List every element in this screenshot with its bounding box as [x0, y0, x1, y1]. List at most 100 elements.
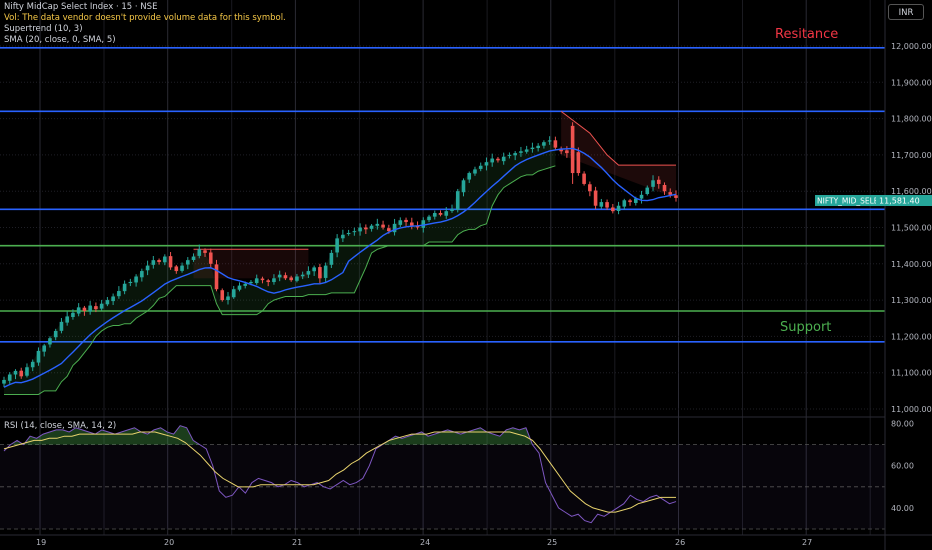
candle-body — [415, 225, 420, 228]
candle-body — [312, 267, 316, 272]
candle-body — [25, 367, 29, 376]
candle-body — [524, 149, 529, 152]
candle-body — [582, 173, 586, 184]
candle-body — [559, 148, 563, 152]
price-tag-symbol-box — [815, 195, 876, 206]
price-tag-value-box — [876, 195, 932, 206]
candle-body — [203, 250, 207, 253]
price-tag-value: 11,581.40 — [879, 197, 920, 206]
price-tick-label: 11,100.00 — [891, 369, 932, 378]
candle-body — [381, 224, 385, 228]
candle-body — [237, 285, 242, 290]
candle-body — [295, 276, 299, 281]
candle-body — [656, 179, 661, 184]
candle-body — [392, 223, 397, 233]
time-tick-label: 21 — [292, 538, 302, 547]
candle-body — [19, 370, 24, 377]
sma-line — [3, 147, 677, 388]
candle-body — [111, 296, 115, 302]
candle-body — [358, 227, 362, 232]
time-axis[interactable]: 19 20 21 24 25 26 27 — [0, 534, 932, 547]
candle-body — [576, 152, 581, 174]
candle-body — [674, 195, 678, 198]
rsi-overbought-fill — [4, 425, 676, 445]
candle-body — [329, 252, 334, 265]
candle-body — [530, 147, 535, 149]
candle-body — [341, 234, 345, 239]
annotation-resistance: Resitance — [775, 27, 838, 42]
candle-body — [461, 180, 466, 193]
candle-body — [507, 154, 512, 156]
candle-body — [76, 307, 81, 314]
candle-body — [565, 150, 569, 154]
candle-body — [2, 379, 6, 384]
supertrend-legend[interactable]: Supertrend (10, 3) — [4, 24, 83, 34]
candle-body — [651, 180, 655, 187]
candle-body — [117, 291, 121, 297]
candle-body — [455, 191, 460, 210]
price-axis[interactable]: 11,000.00 11,100.00 11,200.00 11,300.00 11,4… — [884, 0, 932, 550]
time-tick-label: 19 — [36, 538, 46, 547]
candle-body — [542, 142, 546, 146]
annotation-support: Support — [780, 320, 831, 335]
candle-body — [105, 300, 110, 305]
candle-body — [622, 200, 627, 207]
candle-body — [157, 260, 161, 262]
candle-body — [191, 256, 196, 260]
candle-body — [260, 278, 265, 281]
candle-body — [628, 200, 632, 203]
price-tag-symbol: NIFTY_MID_SELECT — [817, 197, 889, 206]
price-tick-label: 11,600.00 — [891, 187, 932, 196]
candle-body — [277, 274, 282, 278]
vertical-grid — [39, 0, 871, 535]
candle-body — [163, 256, 167, 263]
candle-body — [289, 277, 293, 281]
candle-body — [478, 165, 483, 169]
supertrend-down-fill — [193, 249, 309, 279]
candle-body — [501, 156, 506, 162]
candle-body — [151, 260, 156, 265]
rsi-tick-label: 80.00 — [891, 420, 914, 429]
candle-body — [409, 222, 414, 226]
candle-body — [266, 280, 271, 282]
candle-body — [588, 184, 592, 192]
candle-body — [387, 228, 391, 232]
price-tick-label: 11,200.00 — [891, 332, 932, 341]
candle-body — [404, 219, 408, 223]
volume-note: Vol: The data vendor doesn't provide vol… — [4, 13, 286, 23]
candle-body — [633, 198, 638, 203]
candle-body — [306, 271, 311, 275]
sma-legend[interactable]: SMA (20, close, 0, SMA, 5) — [4, 35, 116, 45]
candle-body — [398, 220, 403, 225]
candle-body — [450, 209, 454, 212]
candle-body — [53, 330, 58, 338]
rsi-ma-line — [3, 431, 676, 513]
candle-body — [599, 202, 604, 207]
rsi-tick-label: 40.00 — [891, 504, 914, 513]
supertrend-indicator — [4, 110, 676, 395]
candle-body — [134, 276, 138, 283]
candle-body — [668, 192, 673, 195]
currency-button[interactable]: INR — [888, 4, 924, 20]
supertrend-down-line — [560, 110, 676, 166]
price-tick-label: 11,800.00 — [891, 115, 932, 124]
candle-body — [30, 361, 35, 368]
candle-body — [519, 151, 523, 153]
candle-body — [496, 158, 500, 161]
rsi-legend[interactable]: RSI (14, close, SMA, 14, 2) — [4, 421, 117, 431]
candle-body — [283, 275, 288, 279]
supertrend-up-line — [4, 165, 556, 395]
symbol-title[interactable]: Nifty MidCap Select Index · 15 · NSE — [4, 2, 158, 12]
price-tick-label: 11,300.00 — [891, 296, 932, 305]
candle-body — [352, 231, 357, 233]
candle-body — [427, 216, 431, 221]
price-tick-label: 11,700.00 — [891, 151, 932, 160]
candle-body — [645, 187, 650, 195]
time-tick-label: 27 — [802, 538, 812, 547]
candle-body — [375, 223, 380, 226]
horizontal-grid — [0, 45, 885, 410]
price-tick-label: 11,500.00 — [891, 224, 932, 233]
candle-body — [421, 220, 426, 228]
time-tick-label: 24 — [420, 538, 430, 547]
